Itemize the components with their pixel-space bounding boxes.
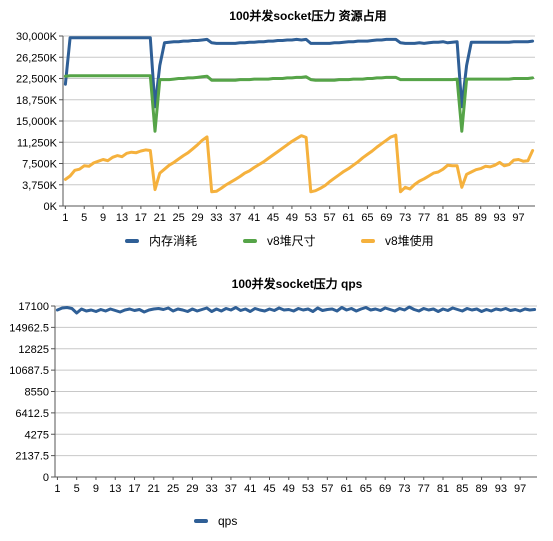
x-tick-label: 85 bbox=[456, 212, 468, 224]
x-tick-label: 9 bbox=[100, 212, 106, 224]
x-tick-label: 73 bbox=[398, 483, 410, 495]
x-tick-label: 93 bbox=[495, 483, 507, 495]
resource-chart-svg: 100并发socket压力 资源占用 0K 3,750K 7,500K 11,250K 1… bbox=[16, 8, 535, 248]
x-tick-label: 73 bbox=[399, 212, 411, 224]
x-tick-label: 17 bbox=[128, 483, 140, 495]
x-tick-label: 97 bbox=[512, 212, 524, 224]
x-tick-label: 57 bbox=[321, 483, 333, 495]
x-tick-label: 49 bbox=[286, 212, 298, 224]
x-tick-label: 85 bbox=[456, 483, 468, 495]
y-tick-label: 4275 bbox=[25, 429, 49, 441]
x-tick-label: 53 bbox=[305, 212, 317, 224]
series-line-0 bbox=[63, 36, 535, 109]
y-tick-label: 11,250K bbox=[17, 137, 58, 149]
y-tick-label: 6412.5 bbox=[15, 408, 49, 420]
x-tick-label: 81 bbox=[437, 483, 449, 495]
legend-label-1: v8堆尺寸 bbox=[267, 234, 316, 248]
y-tick-label: 0 bbox=[43, 472, 49, 484]
x-tick-label: 17 bbox=[135, 212, 147, 224]
x-tick-label: 61 bbox=[340, 483, 352, 495]
x-tick-label: 33 bbox=[206, 483, 218, 495]
y-tick-label: 26,250K bbox=[16, 52, 58, 64]
x-tick-label: 25 bbox=[167, 483, 179, 495]
series-line-2 bbox=[63, 133, 535, 194]
legend-label-0: qps bbox=[218, 514, 237, 528]
x-tick-label: 65 bbox=[360, 483, 372, 495]
qps-chart-svg: 100并发socket压力 qps 0 2137.5 4275 6412.5 8550 10… bbox=[9, 276, 537, 528]
y-tick-label: 8550 bbox=[25, 387, 49, 399]
x-tick-label: 53 bbox=[302, 483, 314, 495]
x-tick-label: 25 bbox=[173, 212, 185, 224]
x-tick-label: 21 bbox=[154, 212, 166, 224]
x-tick-label: 81 bbox=[437, 212, 449, 224]
chart-title: 100并发socket压力 资源占用 bbox=[229, 8, 386, 23]
x-tick-label: 21 bbox=[148, 483, 160, 495]
x-tick-label: 41 bbox=[244, 483, 256, 495]
resource-chart: 100并发socket压力 资源占用 0K 3,750K 7,500K 11,250K 1… bbox=[0, 0, 553, 262]
x-tick-label: 49 bbox=[283, 483, 295, 495]
x-tick-label: 65 bbox=[361, 212, 373, 224]
x-tick-label: 37 bbox=[229, 212, 241, 224]
x-tick-label: 97 bbox=[514, 483, 526, 495]
x-tick-label: 57 bbox=[324, 212, 336, 224]
x-tick-label: 9 bbox=[93, 483, 99, 495]
x-tick-label: 69 bbox=[380, 212, 392, 224]
x-tick-label: 89 bbox=[475, 483, 487, 495]
legend-label-2: v8堆使用 bbox=[385, 233, 434, 248]
legend-label-0: 内存消耗 bbox=[149, 234, 197, 248]
x-tick-label: 45 bbox=[267, 212, 279, 224]
y-tick-label: 14962.5 bbox=[9, 322, 49, 334]
y-tick-label: 18,750K bbox=[16, 95, 58, 107]
x-tick-label: 89 bbox=[475, 212, 487, 224]
series-line-1 bbox=[63, 74, 535, 133]
x-tick-label: 5 bbox=[81, 212, 87, 224]
y-tick-label: 0K bbox=[44, 201, 58, 213]
x-tick-label: 41 bbox=[248, 212, 260, 224]
chart-title: 100并发socket压力 qps bbox=[232, 276, 363, 291]
y-tick-label: 22,500K bbox=[16, 74, 58, 86]
x-tick-label: 93 bbox=[493, 212, 505, 224]
x-tick-label: 37 bbox=[225, 483, 237, 495]
x-tick-label: 13 bbox=[109, 483, 121, 495]
y-tick-label: 10687.5 bbox=[9, 365, 49, 377]
x-tick-label: 45 bbox=[263, 483, 275, 495]
x-tick-label: 33 bbox=[210, 212, 222, 224]
series-line-0 bbox=[55, 305, 537, 315]
y-tick-label: 7,500K bbox=[22, 159, 58, 171]
x-tick-label: 69 bbox=[379, 483, 391, 495]
x-tick-label: 13 bbox=[116, 212, 128, 224]
x-tick-label: 77 bbox=[418, 212, 430, 224]
x-tick-label: 1 bbox=[54, 483, 60, 495]
qps-chart: 100并发socket压力 qps 0 2137.5 4275 6412.5 8550 10… bbox=[0, 268, 553, 536]
y-tick-label: 3,750K bbox=[22, 180, 58, 192]
y-tick-label: 30,000K bbox=[16, 31, 58, 43]
x-tick-label: 77 bbox=[418, 483, 430, 495]
x-tick-label: 1 bbox=[62, 212, 68, 224]
y-tick-label: 2137.5 bbox=[15, 451, 49, 463]
y-tick-label: 17100 bbox=[18, 301, 49, 313]
y-tick-label: 15,000K bbox=[16, 116, 58, 128]
x-tick-label: 29 bbox=[186, 483, 198, 495]
x-tick-label: 29 bbox=[191, 212, 203, 224]
x-tick-label: 61 bbox=[342, 212, 354, 224]
y-tick-label: 12825 bbox=[18, 344, 49, 356]
x-tick-label: 5 bbox=[74, 483, 80, 495]
